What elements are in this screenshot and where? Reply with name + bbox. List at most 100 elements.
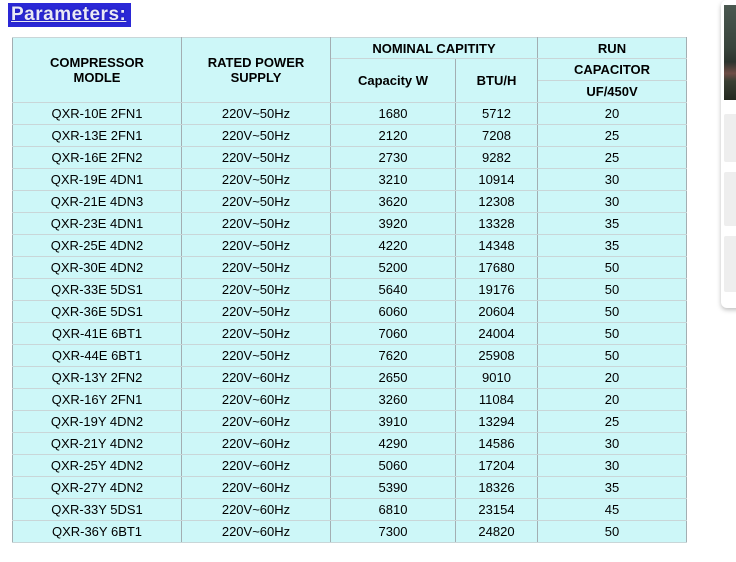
parameters-table: COMPRESSOR MODLE RATED POWER SUPPLY NOMI… (12, 37, 688, 543)
cell-supply: 220V~60Hz (181, 410, 331, 433)
cell-supply: 220V~50Hz (181, 322, 331, 345)
cell-model: QXR-16E 2FN2 (12, 146, 182, 169)
table-row: QXR-23E 4DN1 220V~50Hz 3920 13328 35 (12, 212, 688, 235)
table-row: QXR-36E 5DS1 220V~50Hz 6060 20604 50 (12, 300, 688, 323)
header-compressor-model: COMPRESSOR MODLE (12, 37, 182, 103)
table-row: QXR-36Y 6BT1 220V~60Hz 7300 24820 50 (12, 520, 688, 543)
cell-supply: 220V~60Hz (181, 498, 331, 521)
cell-supply: 220V~50Hz (181, 278, 331, 301)
side-card-placeholder-block (724, 172, 736, 226)
cell-capacity-w: 1680 (330, 102, 456, 125)
cell-capacitor: 50 (537, 256, 688, 279)
cell-model: QXR-13E 2FN1 (12, 124, 182, 147)
cell-capacitor: 30 (537, 190, 688, 213)
cell-model: QXR-36Y 6BT1 (12, 520, 182, 543)
table-row: QXR-30E 4DN2 220V~50Hz 5200 17680 50 (12, 256, 688, 279)
header-capacitor: CAPACITOR (537, 58, 688, 81)
cell-model: QXR-30E 4DN2 (12, 256, 182, 279)
table-row: QXR-13E 2FN1 220V~50Hz 2120 7208 25 (12, 124, 688, 147)
cell-capacitor: 35 (537, 476, 688, 499)
header-capacity-w: Capacity W (330, 58, 456, 103)
cell-model: QXR-21E 4DN3 (12, 190, 182, 213)
table-row: QXR-19Y 4DN2 220V~60Hz 3910 13294 25 (12, 410, 688, 433)
cell-capacity-w: 7620 (330, 344, 456, 367)
cell-btu-h: 20604 (454, 300, 539, 323)
table-row: QXR-25Y 4DN2 220V~60Hz 5060 17204 30 (12, 454, 688, 477)
cell-btu-h: 24820 (454, 520, 539, 543)
cell-capacitor: 25 (537, 410, 688, 433)
table-row: QXR-13Y 2FN2 220V~60Hz 2650 9010 20 (12, 366, 688, 389)
cell-model: QXR-25E 4DN2 (12, 234, 182, 257)
table-header: COMPRESSOR MODLE RATED POWER SUPPLY NOMI… (12, 37, 688, 103)
cell-supply: 220V~60Hz (181, 476, 331, 499)
table-row: QXR-41E 6BT1 220V~50Hz 7060 24004 50 (12, 322, 688, 345)
cell-supply: 220V~50Hz (181, 344, 331, 367)
cell-model: QXR-21Y 4DN2 (12, 432, 182, 455)
table-row: QXR-16Y 2FN1 220V~60Hz 3260 11084 20 (12, 388, 688, 411)
header-uf-450v: UF/450V (537, 80, 688, 103)
cell-supply: 220V~50Hz (181, 300, 331, 323)
cell-btu-h: 13294 (454, 410, 539, 433)
cell-capacity-w: 5200 (330, 256, 456, 279)
cell-model: QXR-19Y 4DN2 (12, 410, 182, 433)
cell-model: QXR-19E 4DN1 (12, 168, 182, 191)
cell-capacitor: 35 (537, 212, 688, 235)
table-row: QXR-27Y 4DN2 220V~60Hz 5390 18326 35 (12, 476, 688, 499)
cell-capacitor: 45 (537, 498, 688, 521)
cell-capacity-w: 3920 (330, 212, 456, 235)
cell-supply: 220V~60Hz (181, 388, 331, 411)
cell-capacity-w: 5060 (330, 454, 456, 477)
header-btu-h: BTU/H (454, 58, 539, 103)
partial-side-card (721, 0, 736, 308)
cell-supply: 220V~60Hz (181, 520, 331, 543)
cell-btu-h: 9010 (454, 366, 539, 389)
cell-model: QXR-41E 6BT1 (12, 322, 182, 345)
cell-capacity-w: 3210 (330, 168, 456, 191)
cell-model: QXR-16Y 2FN1 (12, 388, 182, 411)
cell-capacitor: 25 (537, 146, 688, 169)
cell-capacity-w: 5390 (330, 476, 456, 499)
table-row: QXR-19E 4DN1 220V~50Hz 3210 10914 30 (12, 168, 688, 191)
cell-capacitor: 50 (537, 278, 688, 301)
cell-model: QXR-25Y 4DN2 (12, 454, 182, 477)
cell-capacity-w: 4220 (330, 234, 456, 257)
cell-capacity-w: 7300 (330, 520, 456, 543)
cell-capacitor: 25 (537, 124, 688, 147)
side-card-placeholder-block (724, 236, 736, 292)
cell-btu-h: 25908 (454, 344, 539, 367)
cell-btu-h: 10914 (454, 168, 539, 191)
cell-btu-h: 19176 (454, 278, 539, 301)
page-title: Parameters: (8, 3, 132, 27)
cell-capacity-w: 7060 (330, 322, 456, 345)
cell-supply: 220V~60Hz (181, 432, 331, 455)
cell-model: QXR-27Y 4DN2 (12, 476, 182, 499)
cell-btu-h: 9282 (454, 146, 539, 169)
cell-supply: 220V~50Hz (181, 168, 331, 191)
table-row: QXR-21E 4DN3 220V~50Hz 3620 12308 30 (12, 190, 688, 213)
cell-supply: 220V~50Hz (181, 124, 331, 147)
cell-capacitor: 50 (537, 322, 688, 345)
cell-capacity-w: 2730 (330, 146, 456, 169)
cell-model: QXR-23E 4DN1 (12, 212, 182, 235)
cell-capacitor: 35 (537, 234, 688, 257)
cell-capacitor: 50 (537, 344, 688, 367)
cell-capacitor: 50 (537, 520, 688, 543)
cell-model: QXR-33Y 5DS1 (12, 498, 182, 521)
cell-capacity-w: 3620 (330, 190, 456, 213)
cell-supply: 220V~50Hz (181, 190, 331, 213)
cell-btu-h: 7208 (454, 124, 539, 147)
cell-supply: 220V~50Hz (181, 256, 331, 279)
product-thumbnail-image[interactable] (724, 5, 736, 100)
cell-btu-h: 14348 (454, 234, 539, 257)
cell-capacitor: 20 (537, 366, 688, 389)
cell-model: QXR-33E 5DS1 (12, 278, 182, 301)
table-row: QXR-10E 2FN1 220V~50Hz 1680 5712 20 (12, 102, 688, 125)
cell-supply: 220V~50Hz (181, 102, 331, 125)
cell-model: QXR-44E 6BT1 (12, 344, 182, 367)
cell-btu-h: 14586 (454, 432, 539, 455)
table-row: QXR-33Y 5DS1 220V~60Hz 6810 23154 45 (12, 498, 688, 521)
cell-capacity-w: 4290 (330, 432, 456, 455)
table-row: QXR-44E 6BT1 220V~50Hz 7620 25908 50 (12, 344, 688, 367)
table-row: QXR-25E 4DN2 220V~50Hz 4220 14348 35 (12, 234, 688, 257)
